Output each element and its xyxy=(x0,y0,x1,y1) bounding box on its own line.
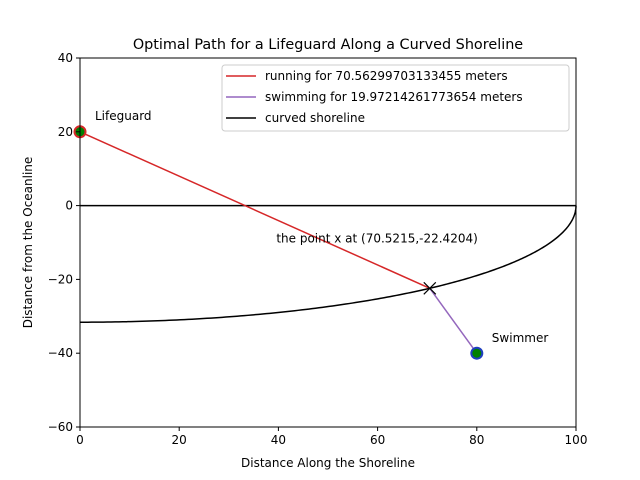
y-axis-label: Distance from the Oceanline xyxy=(21,157,35,329)
y-tick-label: 0 xyxy=(65,199,73,213)
x-tick-label: 100 xyxy=(565,433,588,447)
axis-ticks: 0 20 40 60 80 100 40 20 0 −20 −40 −60 xyxy=(48,51,588,447)
y-tick-label: −20 xyxy=(48,272,73,286)
y-tick-label: 20 xyxy=(58,125,73,139)
y-tick-label: −40 xyxy=(48,346,73,360)
crossing-point-marker xyxy=(423,281,437,295)
legend-entry: running for 70.56299703133455 meters xyxy=(265,69,508,83)
swimming-path-line xyxy=(429,287,478,354)
crossing-point-annotation: the point x at (70.5215,-22.4204) xyxy=(276,231,477,245)
x-tick-label: 0 xyxy=(76,433,84,447)
plot-annotations: Lifeguard Swimmer the point x at (70.5215,… xyxy=(95,109,548,345)
swimmer-label: Swimmer xyxy=(492,331,549,345)
legend: running for 70.56299703133455 meters swim… xyxy=(221,64,570,132)
y-tick-label: 40 xyxy=(58,51,73,65)
legend-entry: swimming for 19.97214261773654 meters xyxy=(265,90,523,104)
chart-title: Optimal Path for a Lifeguard Along a Cur… xyxy=(133,37,523,53)
running-path-line xyxy=(79,131,431,290)
axes-frame xyxy=(79,57,577,428)
lifeguard-label: Lifeguard xyxy=(95,109,152,123)
x-tick-label: 20 xyxy=(172,433,187,447)
legend-box xyxy=(221,64,570,132)
legend-entry: curved shoreline xyxy=(265,111,365,125)
x-tick-label: 80 xyxy=(469,433,484,447)
y-tick-label: −60 xyxy=(48,420,73,434)
swimmer-marker xyxy=(470,346,484,360)
x-tick-label: 40 xyxy=(271,433,286,447)
x-tick-label: 60 xyxy=(370,433,385,447)
x-axis-label: Distance Along the Shoreline xyxy=(241,456,415,470)
